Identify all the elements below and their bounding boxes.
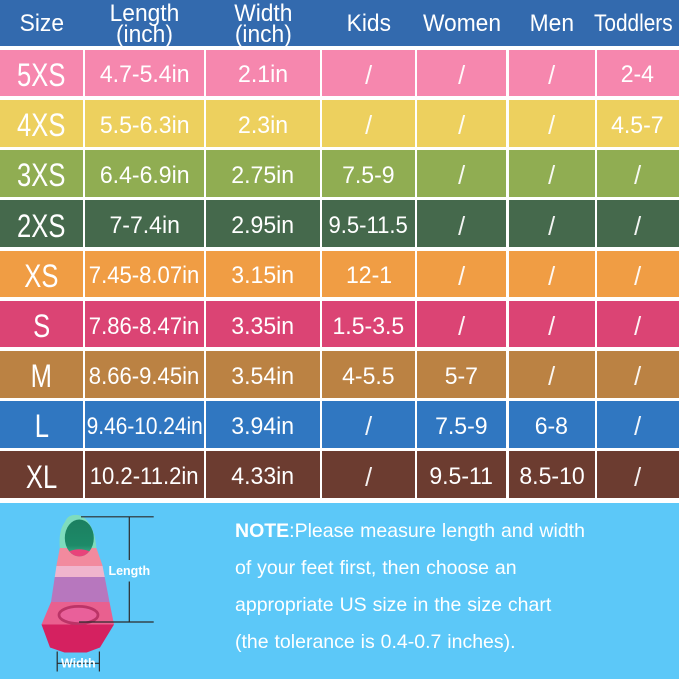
svg-text:Width: Width bbox=[61, 656, 96, 670]
svg-text:Length: Length bbox=[108, 564, 150, 578]
